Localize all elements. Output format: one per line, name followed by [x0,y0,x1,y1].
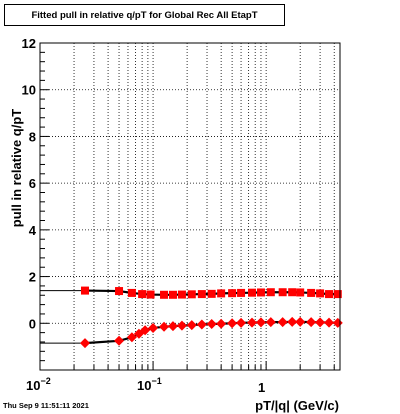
series-0-point [146,290,155,299]
series-0-point [278,288,287,297]
series-0-point [187,290,196,299]
series-1-point [159,321,170,332]
x-axis-title: pT/|q| (GeV/c) [255,398,339,413]
series-1-point [126,332,137,343]
series-0-point [256,288,265,297]
series-0-point [296,288,305,297]
series-1-point [206,318,217,329]
series-1-point [247,317,258,328]
timestamp: Thu Sep 9 11:51:11 2021 [3,401,89,410]
series-1-point [186,320,197,331]
series-1-point [315,317,326,328]
y-tick-label-3: 6 [29,176,36,191]
series-0-point [316,289,325,298]
series-1-point [167,321,178,332]
series-1-point [227,318,238,329]
series-0-point [325,290,334,299]
y-tick-labels: 0 2 4 6 8 10 12 [22,36,37,331]
y-tick-label-4: 8 [29,129,36,144]
series-0-point [197,290,206,299]
series-1-point [216,318,227,329]
y-tick-label-6: 12 [22,36,36,51]
series-1-point [277,317,288,328]
x-tick-label-1: 10−1 [137,376,162,393]
series-1-point [79,338,90,349]
series-0-point [228,289,237,298]
y-tick-label-2: 4 [29,223,37,238]
y-tick-label-0: 0 [29,316,36,331]
series-0-point [115,287,124,296]
series-1-point [114,335,125,346]
series-1-point [324,317,335,328]
series-1-point [255,317,266,328]
series-0-point [207,289,216,298]
series-0-point [217,289,226,298]
y-axis-title: pull in relative q/pT [9,109,24,228]
series-0-point [168,290,177,299]
series-1-point [196,319,207,330]
y-tick-label-5: 10 [22,83,36,98]
series-1-point [265,317,276,328]
series-1-point [306,317,317,328]
series-0-point [307,288,316,297]
series-0-point [80,286,89,295]
series-1-point [140,325,151,336]
y-tick-label-1: 2 [29,270,36,285]
series-0-point [237,288,246,297]
plot-frame-bg [40,43,340,370]
series-1-point [287,316,298,327]
chart-title: Fitted pull in relative q/pT for Global … [4,4,285,26]
series-0-point [177,290,186,299]
plot-frame [39,42,341,371]
axis-ticks [39,42,335,371]
series-0-point [333,290,342,299]
x-tick-label-2: 1 [258,380,265,395]
series-0-point [138,290,147,299]
series-1-point [236,317,247,328]
data-marks [40,286,343,349]
series-0-point [127,288,136,297]
series-1-point [176,320,187,331]
series-1-point [295,316,306,327]
x-tick-label-0: 10−2 [26,376,51,393]
series-0-point [266,288,275,297]
series-0-point [160,290,169,299]
series-0-point [248,288,257,297]
series-1-point [148,322,159,333]
series-0-point [288,288,297,297]
